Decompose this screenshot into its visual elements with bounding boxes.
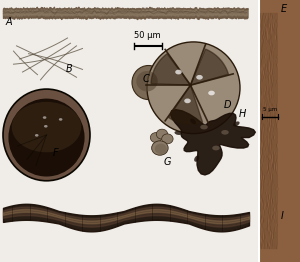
- Ellipse shape: [208, 91, 215, 95]
- Text: G: G: [164, 157, 171, 167]
- Text: I: I: [280, 211, 283, 221]
- Ellipse shape: [200, 125, 208, 129]
- Ellipse shape: [59, 118, 62, 121]
- Ellipse shape: [194, 156, 199, 162]
- Text: E: E: [280, 4, 286, 14]
- Ellipse shape: [233, 121, 240, 126]
- Ellipse shape: [175, 131, 182, 135]
- Ellipse shape: [35, 134, 38, 137]
- Text: B: B: [66, 64, 73, 74]
- Polygon shape: [190, 49, 229, 85]
- Ellipse shape: [184, 99, 191, 103]
- Text: 50 µm: 50 µm: [134, 31, 161, 40]
- Ellipse shape: [155, 144, 167, 154]
- Text: C: C: [142, 74, 149, 84]
- Polygon shape: [169, 85, 203, 124]
- Ellipse shape: [221, 130, 229, 135]
- Text: F: F: [52, 148, 58, 158]
- Ellipse shape: [162, 134, 173, 144]
- Ellipse shape: [156, 129, 168, 139]
- Ellipse shape: [43, 116, 46, 119]
- Ellipse shape: [212, 146, 220, 150]
- Polygon shape: [151, 54, 190, 85]
- Text: D: D: [224, 100, 231, 110]
- Ellipse shape: [175, 70, 182, 74]
- Text: A: A: [6, 17, 13, 27]
- Ellipse shape: [147, 42, 240, 134]
- Text: H: H: [238, 109, 246, 119]
- Text: 5 µm: 5 µm: [263, 107, 277, 112]
- Ellipse shape: [44, 125, 48, 128]
- Ellipse shape: [196, 75, 203, 80]
- Ellipse shape: [3, 89, 90, 181]
- Ellipse shape: [12, 102, 81, 152]
- Ellipse shape: [136, 71, 158, 91]
- Ellipse shape: [150, 133, 162, 143]
- Ellipse shape: [152, 141, 168, 155]
- Ellipse shape: [190, 118, 196, 124]
- Bar: [259, 0, 300, 262]
- Ellipse shape: [8, 99, 85, 177]
- Polygon shape: [170, 110, 255, 175]
- Ellipse shape: [132, 66, 165, 100]
